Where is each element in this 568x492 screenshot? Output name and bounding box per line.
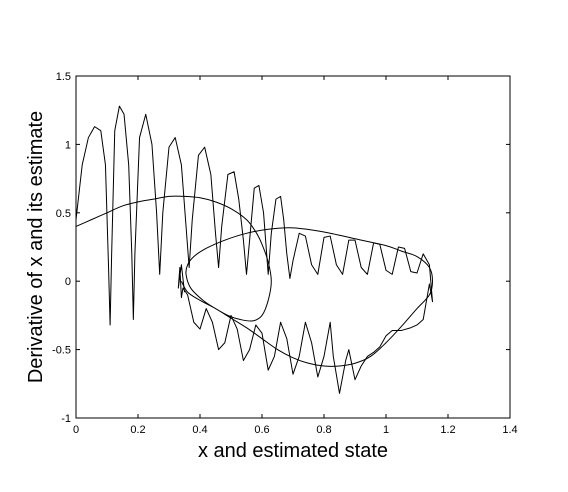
y-tick-label: 1.5 — [56, 71, 71, 83]
y-tick-label: -0.5 — [52, 345, 71, 357]
plot-area — [75, 75, 511, 419]
y-axis-ticks: -1 -0.5 0 0.5 1 1.5 — [52, 71, 510, 425]
x-tick-label: 1.2 — [440, 424, 455, 436]
y-tick-label: 1 — [65, 139, 71, 151]
x-axis-ticks: 0 0.2 0.4 0.6 0.8 1 1.2 1.4 — [73, 76, 518, 436]
x-tick-label: 1 — [383, 424, 389, 436]
x-tick-label: 1.4 — [502, 424, 517, 436]
x-tick-label: 0 — [73, 424, 79, 436]
x-tick-label: 0.2 — [130, 424, 145, 436]
estimated-state-trajectory — [75, 105, 433, 394]
x-tick-label: 0.4 — [192, 424, 207, 436]
y-tick-label: 0.5 — [56, 208, 71, 220]
series-layer — [75, 105, 433, 394]
x-axis-label: x and estimated state — [198, 440, 388, 462]
true-state-trajectory — [75, 195, 433, 367]
y-tick-label: 0 — [65, 276, 71, 288]
y-axis-label: Derivative of x and its estimate — [25, 111, 47, 383]
y-tick-label: -1 — [61, 413, 71, 425]
x-tick-label: 0.6 — [254, 424, 269, 436]
x-tick-label: 0.8 — [316, 424, 331, 436]
